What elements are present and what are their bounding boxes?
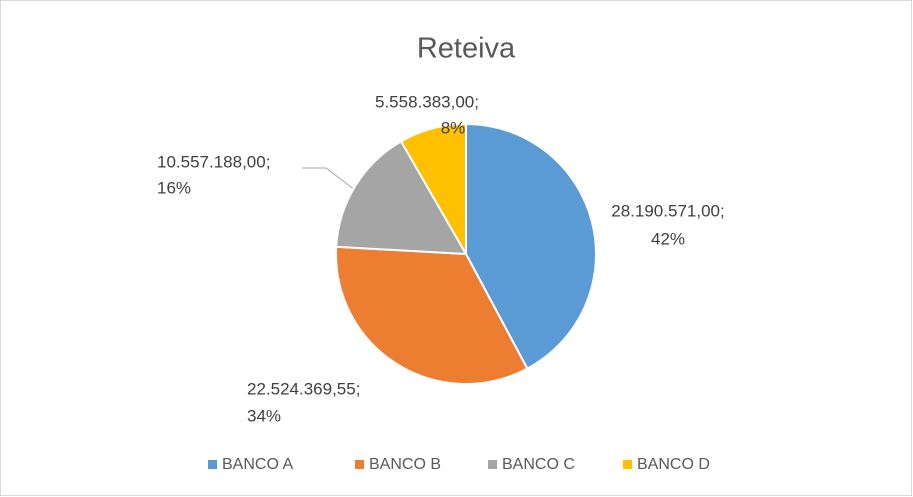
- data-label: 10.557.188,00;: [157, 152, 270, 171]
- pie-slice: [335, 139, 468, 256]
- percent-label: 8%: [441, 118, 466, 137]
- pie-slice: [465, 122, 597, 370]
- legend-swatch: [488, 460, 497, 469]
- legend-swatch: [355, 460, 364, 469]
- percent-label: 16%: [157, 178, 191, 197]
- legend-swatch: [623, 460, 632, 469]
- legend-label: BANCO D: [637, 456, 710, 473]
- legend-label: BANCO A: [222, 456, 293, 473]
- percent-label: 34%: [247, 406, 281, 425]
- percent-label: 42%: [651, 229, 685, 248]
- chart-title: Reteiva: [417, 33, 516, 65]
- legend-label: BANCO C: [502, 456, 575, 473]
- legend-swatch: [208, 460, 217, 469]
- legend-label: BANCO B: [369, 456, 441, 473]
- data-label: 22.524.369,55;: [247, 379, 360, 398]
- pie-slice: [335, 245, 529, 385]
- data-label: 5.558.383,00;: [375, 92, 479, 111]
- pie-slice: [399, 122, 467, 258]
- data-label: 28.190.571,00;: [611, 201, 724, 220]
- leader-line: [302, 167, 356, 191]
